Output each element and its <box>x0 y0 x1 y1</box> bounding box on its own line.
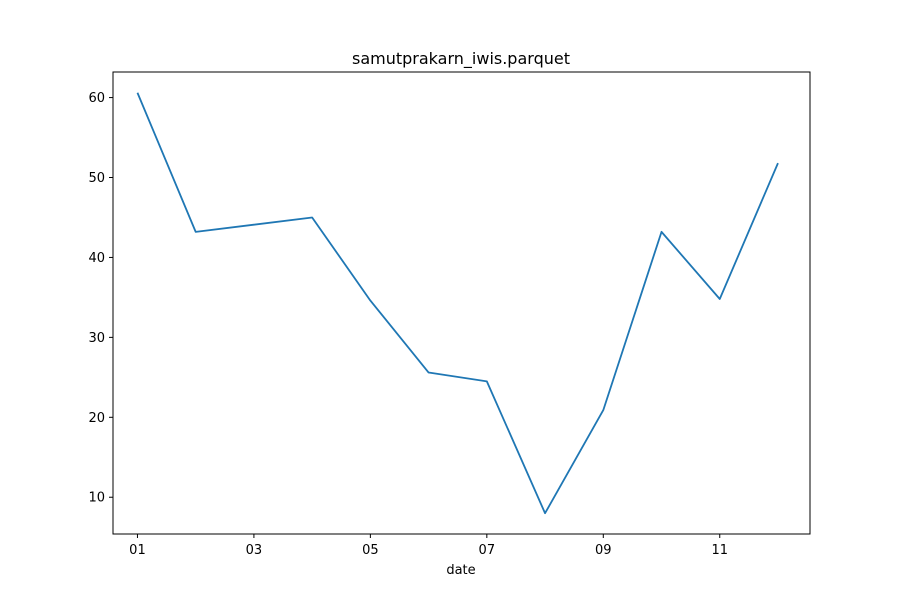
data-point <box>544 512 546 514</box>
data-point <box>195 231 197 233</box>
y-axis: 10 20 30 40 50 60 <box>88 91 113 506</box>
x-axis-label: date <box>446 563 475 578</box>
y-tick-label: 10 <box>88 491 105 506</box>
data-point <box>777 162 779 164</box>
data-point <box>602 409 604 411</box>
data-points <box>136 92 779 514</box>
y-tick-label: 50 <box>88 171 105 186</box>
x-tick-label: 11 <box>711 543 728 558</box>
data-point <box>486 380 488 382</box>
data-point <box>136 92 138 94</box>
plot-frame <box>112 71 811 535</box>
x-tick-label: 07 <box>479 543 496 558</box>
series-line <box>136 92 779 515</box>
y-tick-label: 60 <box>88 91 105 106</box>
data-point <box>253 224 255 226</box>
data-point <box>369 300 371 302</box>
data-point <box>311 216 313 218</box>
chart-title: samutprakarn_iwis.parquet <box>352 49 570 69</box>
y-tick-label: 30 <box>88 331 105 346</box>
x-tick-label: 01 <box>129 543 146 558</box>
y-tick-label: 20 <box>88 411 105 426</box>
x-axis: 01 03 05 07 09 11 <box>129 534 728 558</box>
data-point <box>428 372 430 374</box>
data-point <box>661 231 663 233</box>
data-point <box>719 298 721 300</box>
x-tick-label: 05 <box>362 543 379 558</box>
y-tick-label: 40 <box>88 251 105 266</box>
x-tick-label: 09 <box>595 543 612 558</box>
x-tick-label: 03 <box>246 543 263 558</box>
